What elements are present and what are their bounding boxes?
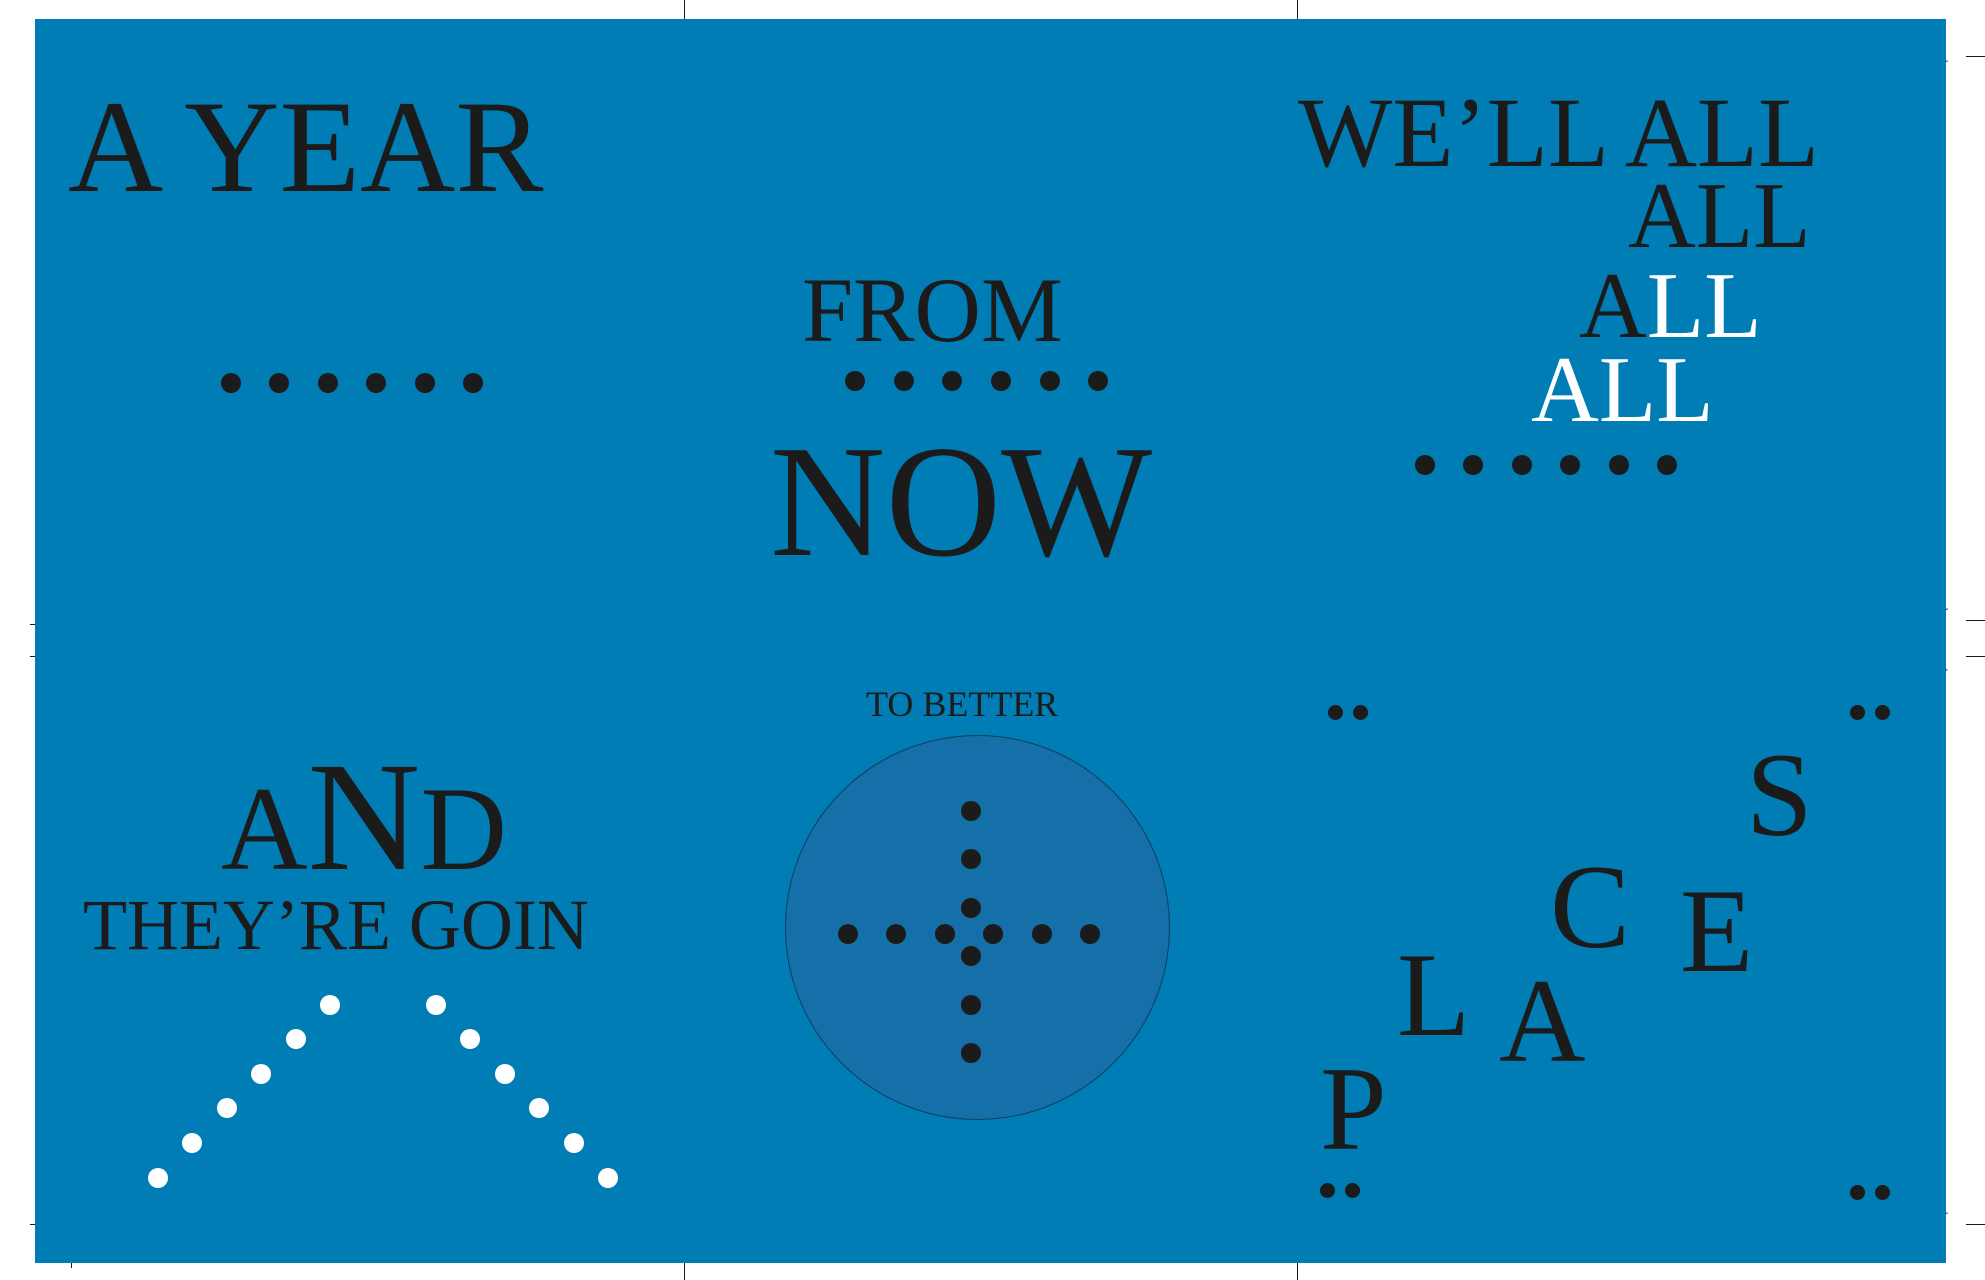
letter-p: P xyxy=(1320,1042,1387,1175)
word-all-2: ALL xyxy=(1628,164,1811,268)
dot xyxy=(1345,1183,1360,1198)
dot xyxy=(182,1133,202,1153)
dot xyxy=(495,1064,515,1084)
dot xyxy=(1320,1183,1335,1198)
dot xyxy=(935,924,955,944)
dot xyxy=(320,995,340,1015)
crop-mark xyxy=(1966,620,1985,621)
letter-c: C xyxy=(1550,840,1631,973)
dot xyxy=(1353,705,1368,720)
letter-a: A xyxy=(221,762,308,895)
letter-l: L xyxy=(1397,928,1471,1061)
dot xyxy=(221,373,241,393)
dot xyxy=(991,371,1011,391)
dot xyxy=(961,1043,981,1063)
dot xyxy=(1040,371,1060,391)
word-all-3: ALL xyxy=(1579,259,1762,353)
dot xyxy=(1850,1185,1865,1200)
crop-mark xyxy=(1966,1224,1985,1225)
dot xyxy=(217,1098,237,1118)
word-all-3-light: LL xyxy=(1646,254,1762,358)
dot xyxy=(1609,455,1629,475)
dot xyxy=(1088,371,1108,391)
dot xyxy=(1415,455,1435,475)
dot xyxy=(426,995,446,1015)
dot xyxy=(961,849,981,869)
word-now: NOW xyxy=(770,412,1153,590)
dot xyxy=(983,924,1003,944)
dot xyxy=(366,373,386,393)
dot xyxy=(1875,1185,1890,1200)
dot xyxy=(1850,705,1865,720)
dot xyxy=(961,898,981,918)
dot xyxy=(894,371,914,391)
dot xyxy=(529,1098,549,1118)
dot xyxy=(460,1029,480,1049)
dot xyxy=(148,1168,168,1188)
letter-e: E xyxy=(1680,864,1754,997)
dot xyxy=(1657,455,1677,475)
crop-mark xyxy=(1966,656,1985,657)
dot xyxy=(886,924,906,944)
caption-to-better: TO BETTER xyxy=(866,684,1059,724)
letter-s: S xyxy=(1746,728,1813,861)
dot xyxy=(1512,455,1532,475)
dot xyxy=(961,946,981,966)
word-from: FROM xyxy=(802,259,1063,361)
dot xyxy=(286,1029,306,1049)
dot xyxy=(318,373,338,393)
dot xyxy=(1032,924,1052,944)
dot xyxy=(1328,705,1343,720)
dot xyxy=(838,924,858,944)
dot xyxy=(1875,705,1890,720)
word-all-4: ALL xyxy=(1531,338,1714,442)
letter-d: D xyxy=(420,762,508,895)
poster-panel: A YEAR FROM NOW WE’LL ALL ALL ALL ALL xyxy=(35,19,1946,1263)
heading-a-year: A YEAR xyxy=(68,73,544,220)
dot xyxy=(845,371,865,391)
heading-well-all: WE’LL ALL xyxy=(1298,77,1820,188)
dot xyxy=(942,371,962,391)
dot xyxy=(598,1168,618,1188)
dot xyxy=(1080,924,1100,944)
letter-n: N xyxy=(307,730,421,903)
word-all-3-dark: A xyxy=(1579,254,1647,358)
dot xyxy=(269,373,289,393)
dot xyxy=(463,373,483,393)
word-and: AND xyxy=(221,739,507,895)
dot xyxy=(961,801,981,821)
dot xyxy=(251,1064,271,1084)
crop-mark xyxy=(1966,56,1985,57)
letter-a: A xyxy=(1499,954,1586,1087)
dot xyxy=(1463,455,1483,475)
dot xyxy=(961,995,981,1015)
dot xyxy=(1560,455,1580,475)
line-theyre-goin: THEY’RE GOIN xyxy=(83,885,589,965)
dot xyxy=(564,1133,584,1153)
dot xyxy=(415,373,435,393)
